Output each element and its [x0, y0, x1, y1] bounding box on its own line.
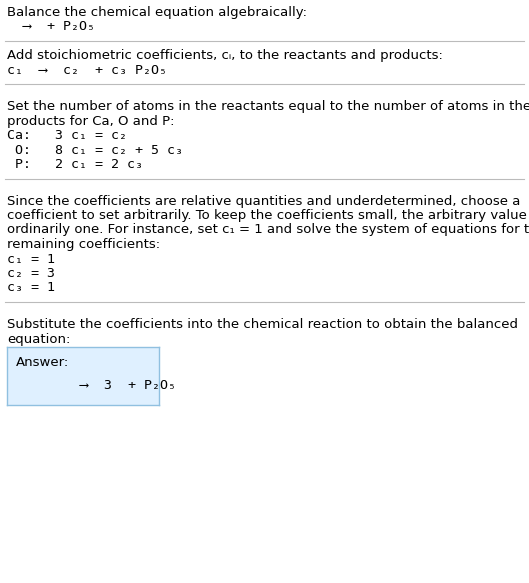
Text: O:   8 c₁ = c₂ + 5 c₃: O: 8 c₁ = c₂ + 5 c₃: [7, 143, 183, 156]
Text: ordinarily one. For instance, set c₁ = 1 and solve the system of equations for t: ordinarily one. For instance, set c₁ = 1…: [7, 223, 529, 237]
Text: equation:: equation:: [7, 332, 70, 346]
Text: P:   2 c₁ = 2 c₃: P: 2 c₁ = 2 c₃: [7, 158, 143, 171]
Text: c₁  ⟶  c₂  + c₃ P₂O₅: c₁ ⟶ c₂ + c₃ P₂O₅: [7, 64, 167, 76]
Text: ⟶  + P₂O₅: ⟶ + P₂O₅: [7, 20, 95, 33]
Text: c₂ = 3: c₂ = 3: [7, 267, 55, 280]
Text: remaining coefficients:: remaining coefficients:: [7, 238, 160, 251]
Text: c₃ = 1: c₃ = 1: [7, 282, 55, 294]
Text: c₁ = 1: c₁ = 1: [7, 252, 55, 265]
Text: ⟶  3  + P₂O₅: ⟶ 3 + P₂O₅: [16, 379, 176, 392]
Text: Answer:: Answer:: [16, 356, 69, 368]
Text: Substitute the coefficients into the chemical reaction to obtain the balanced: Substitute the coefficients into the che…: [7, 318, 518, 331]
Text: Since the coefficients are relative quantities and underdetermined, choose a: Since the coefficients are relative quan…: [7, 195, 521, 208]
Text: products for Ca, O and P:: products for Ca, O and P:: [7, 114, 175, 128]
Text: coefficient to set arbitrarily. To keep the coefficients small, the arbitrary va: coefficient to set arbitrarily. To keep …: [7, 209, 529, 222]
Text: Add stoichiometric coefficients, cᵢ, to the reactants and products:: Add stoichiometric coefficients, cᵢ, to …: [7, 49, 443, 62]
Text: Balance the chemical equation algebraically:: Balance the chemical equation algebraica…: [7, 6, 307, 19]
Text: Ca:   3 c₁ = c₂: Ca: 3 c₁ = c₂: [7, 129, 127, 142]
Text: Set the number of atoms in the reactants equal to the number of atoms in the: Set the number of atoms in the reactants…: [7, 100, 529, 113]
